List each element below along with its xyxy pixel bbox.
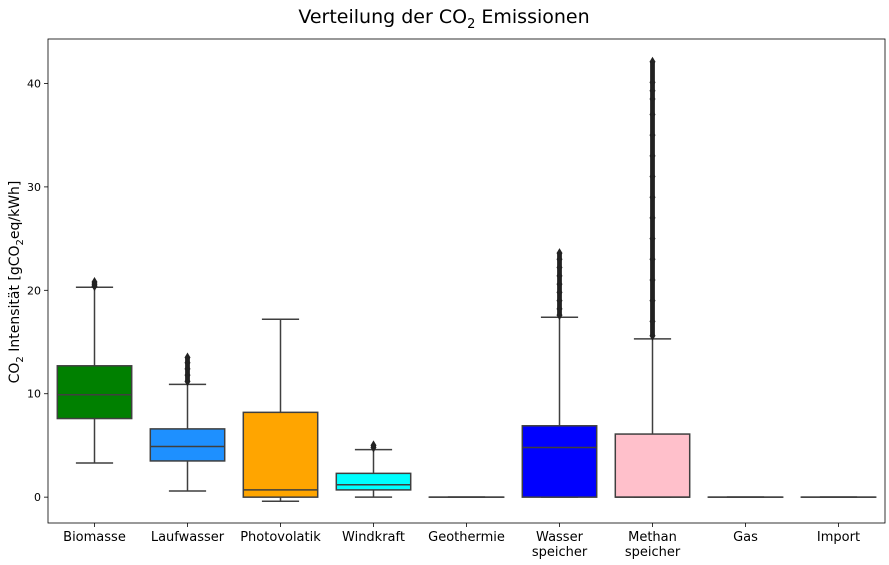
outlier-point — [556, 270, 563, 281]
outlier-point — [649, 77, 656, 88]
outlier-point — [556, 279, 563, 290]
y-tick-label: 10 — [27, 388, 41, 401]
x-tick-label: Import — [817, 530, 860, 545]
y-tick-label: 20 — [27, 284, 41, 297]
outlier-point — [649, 274, 656, 285]
outlier-point — [556, 310, 563, 321]
box — [335, 472, 412, 491]
outlier-point — [184, 376, 191, 387]
outlier-point — [649, 171, 656, 182]
box-group — [242, 318, 319, 503]
outlier-point — [649, 56, 656, 67]
plot-frame — [47, 38, 886, 524]
outlier-point — [649, 93, 656, 104]
outlier-point — [184, 370, 191, 381]
x-tick-label: Gas — [733, 530, 758, 545]
outlier-point — [649, 254, 656, 265]
box — [56, 365, 133, 420]
box-group — [614, 56, 691, 498]
outlier-point — [649, 330, 656, 341]
outlier-point — [556, 262, 563, 273]
outlier-point — [556, 303, 563, 314]
x-tick-label: speicher — [625, 545, 681, 560]
box-group — [56, 277, 133, 464]
outlier-point — [184, 357, 191, 368]
boxes-layer — [56, 56, 877, 503]
box — [242, 411, 319, 498]
outlier-point — [556, 295, 563, 306]
outlier-point — [649, 109, 656, 120]
outlier-point — [649, 295, 656, 306]
outlier-point — [649, 316, 656, 327]
x-tick-label: Windkraft — [342, 530, 405, 545]
outlier-point — [184, 352, 191, 363]
box — [521, 425, 598, 498]
outlier-point — [649, 130, 656, 141]
outlier-point — [649, 233, 656, 244]
outlier-point — [370, 440, 377, 451]
outlier-point — [649, 85, 656, 96]
outlier-point — [556, 254, 563, 265]
x-tick-label: Methan — [628, 530, 677, 545]
y-tick-label: 0 — [34, 491, 41, 504]
y-axis-label: CO2 Intensität [gCO2eq/kWh] — [7, 181, 26, 384]
box — [149, 428, 226, 462]
x-tick-label: Wasser — [536, 530, 584, 545]
outlier-point — [649, 192, 656, 203]
outlier-point — [556, 287, 563, 298]
outlier-point — [184, 363, 191, 374]
chart-title: Verteilung der CO2 Emissionen — [298, 6, 589, 32]
outlier-point — [556, 248, 563, 259]
outlier-point — [649, 150, 656, 161]
box-group — [521, 248, 598, 498]
x-tick-label: Biomasse — [63, 530, 126, 545]
box-group — [335, 440, 412, 498]
x-tick-label: Laufwasser — [151, 530, 225, 545]
box — [614, 433, 691, 498]
y-tick-label: 40 — [27, 77, 41, 90]
x-tick-label: speicher — [532, 545, 588, 560]
x-tick-label: Geothermie — [428, 530, 505, 545]
outlier-point — [91, 277, 98, 288]
x-axis-ticks: Biomasse Laufwasser Photovolatik Windkraft G… — [63, 523, 860, 560]
box-group — [149, 352, 226, 492]
y-axis-ticks: 0 10 20 30 40 — [27, 77, 48, 504]
x-tick-label: Photovolatik — [240, 530, 321, 545]
y-tick-label: 30 — [27, 181, 41, 194]
outlier-point — [649, 212, 656, 223]
